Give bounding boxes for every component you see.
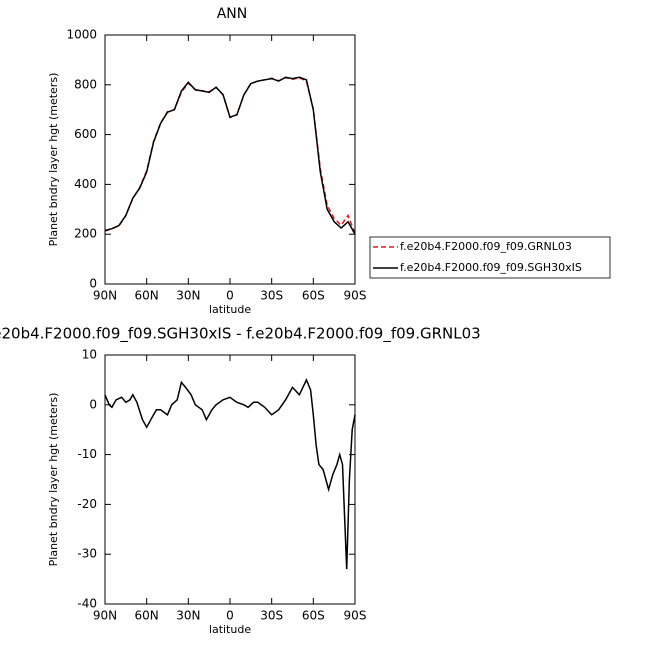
y-tick-label: 0 [89, 397, 97, 411]
series-line [104, 76, 356, 234]
y-tick-label: -10 [77, 447, 97, 461]
y-tick-label: 600 [74, 127, 97, 141]
y-tick-label: 800 [74, 77, 97, 91]
x-tick-label: 30S [260, 609, 283, 623]
x-tick-label: 60N [135, 289, 159, 303]
x-tick-label: 60N [135, 609, 159, 623]
y-tick-label: 200 [74, 227, 97, 241]
x-axis-label: latitude [209, 623, 251, 636]
x-tick-label: 0 [226, 609, 234, 623]
x-tick-label: 30N [176, 289, 200, 303]
y-tick-label: 0 [89, 277, 97, 291]
series-line [104, 76, 356, 235]
x-tick-label: 30S [260, 289, 283, 303]
plot-frame [104, 34, 356, 285]
legend-label: f.e20b4.F2000.f09_f09.GRNL03 [400, 240, 572, 253]
y-tick-label: -20 [77, 497, 97, 511]
x-axis-label: latitude [209, 303, 251, 316]
x-tick-label: 0 [226, 289, 234, 303]
chart-title: ANN [217, 6, 248, 22]
y-tick-label: -30 [77, 547, 97, 561]
x-tick-label: 90S [344, 609, 367, 623]
y-axis-label: Planet bndry layer hgt (meters) [47, 73, 60, 247]
y-tick-label: 10 [82, 348, 97, 362]
x-tick-label: 90N [93, 609, 117, 623]
x-tick-label: 60S [302, 289, 325, 303]
y-tick-label: 1000 [66, 28, 97, 42]
y-tick-label: 400 [74, 177, 97, 191]
plot-frame [104, 354, 356, 605]
x-tick-label: 90N [93, 289, 117, 303]
x-tick-label: 90S [344, 289, 367, 303]
chart-title: f.e20b4.F2000.f09_f09.SGH30xIS - f.e20b4… [0, 325, 481, 344]
x-tick-label: 30N [176, 609, 200, 623]
legend-box [369, 236, 611, 279]
y-axis-label: Planet bndry layer hgt (meters) [47, 393, 60, 567]
series-line [104, 378, 356, 570]
x-tick-label: 60S [302, 609, 325, 623]
legend-label: f.e20b4.F2000.f09_f09.SGH30xIS [400, 261, 582, 274]
y-tick-label: -40 [77, 597, 97, 611]
